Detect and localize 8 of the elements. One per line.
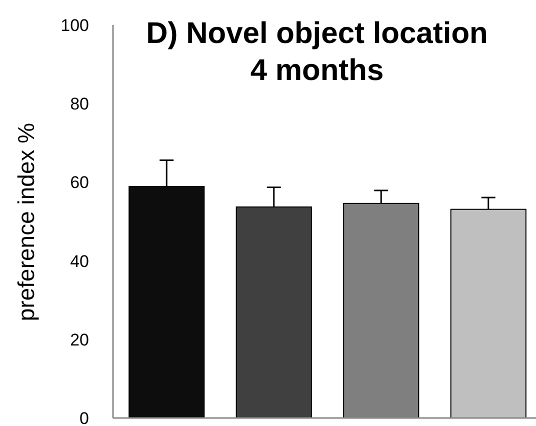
y-axis-title: preference index %: [13, 122, 39, 322]
y-tick-label: 0: [80, 408, 89, 426]
y-tick-label: 40: [70, 252, 89, 271]
chart-title: D) Novel object location 4 months: [146, 17, 488, 87]
y-tick-label: 20: [70, 330, 89, 350]
y-tick-label: 100: [60, 16, 89, 35]
y-tick-label: 60: [70, 173, 89, 192]
y-tick-label: 80: [70, 94, 89, 114]
